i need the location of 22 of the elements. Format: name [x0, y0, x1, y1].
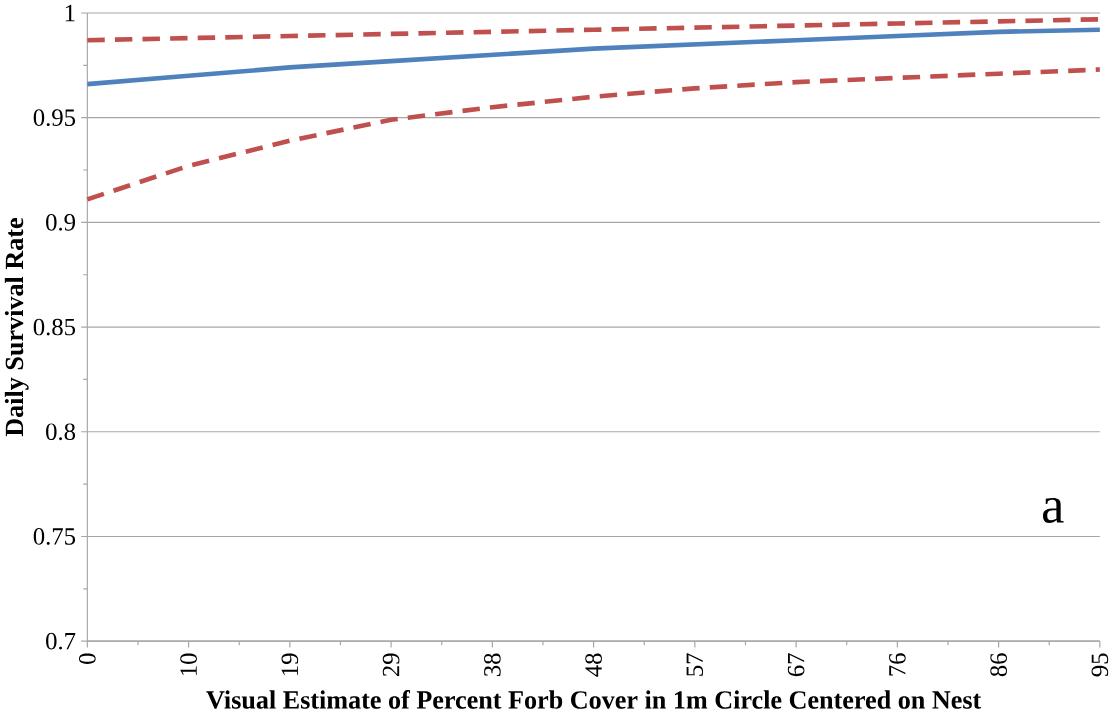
x-tick-label: 48	[585, 653, 602, 677]
y-tick-label: 0.9	[46, 214, 75, 231]
x-tick-label: 19	[281, 653, 299, 676]
x-tick-label: 76	[889, 653, 906, 676]
x-tick-label: 67	[787, 653, 805, 677]
y-tick-label: 1	[65, 4, 75, 22]
x-axis-title: Visual Estimate of Percent Forb Cover in 1m Circle Centered on Nest	[206, 690, 982, 710]
x-tick-label: 57	[686, 653, 704, 676]
x-tick-label: 38	[484, 653, 501, 677]
x-tick-label: 29	[382, 653, 400, 677]
y-tick-label: 0.75	[33, 528, 76, 545]
x-tick-label: 95	[1091, 653, 1109, 677]
x-tick-label: 10	[180, 653, 197, 676]
x-tick-label: 86	[990, 653, 1007, 677]
y-tick-label: 0.85	[33, 318, 76, 336]
annotation: a	[1042, 498, 1064, 524]
y-tick-label: 0.95	[33, 109, 76, 127]
x-tick-label: 0	[79, 653, 96, 665]
line-series	[85, 67, 1103, 202]
y-axis-title: Daily Survival Rate	[4, 218, 29, 437]
y-tick-label: 0.8	[46, 423, 76, 441]
y-tick-label: 0.7	[46, 632, 76, 650]
